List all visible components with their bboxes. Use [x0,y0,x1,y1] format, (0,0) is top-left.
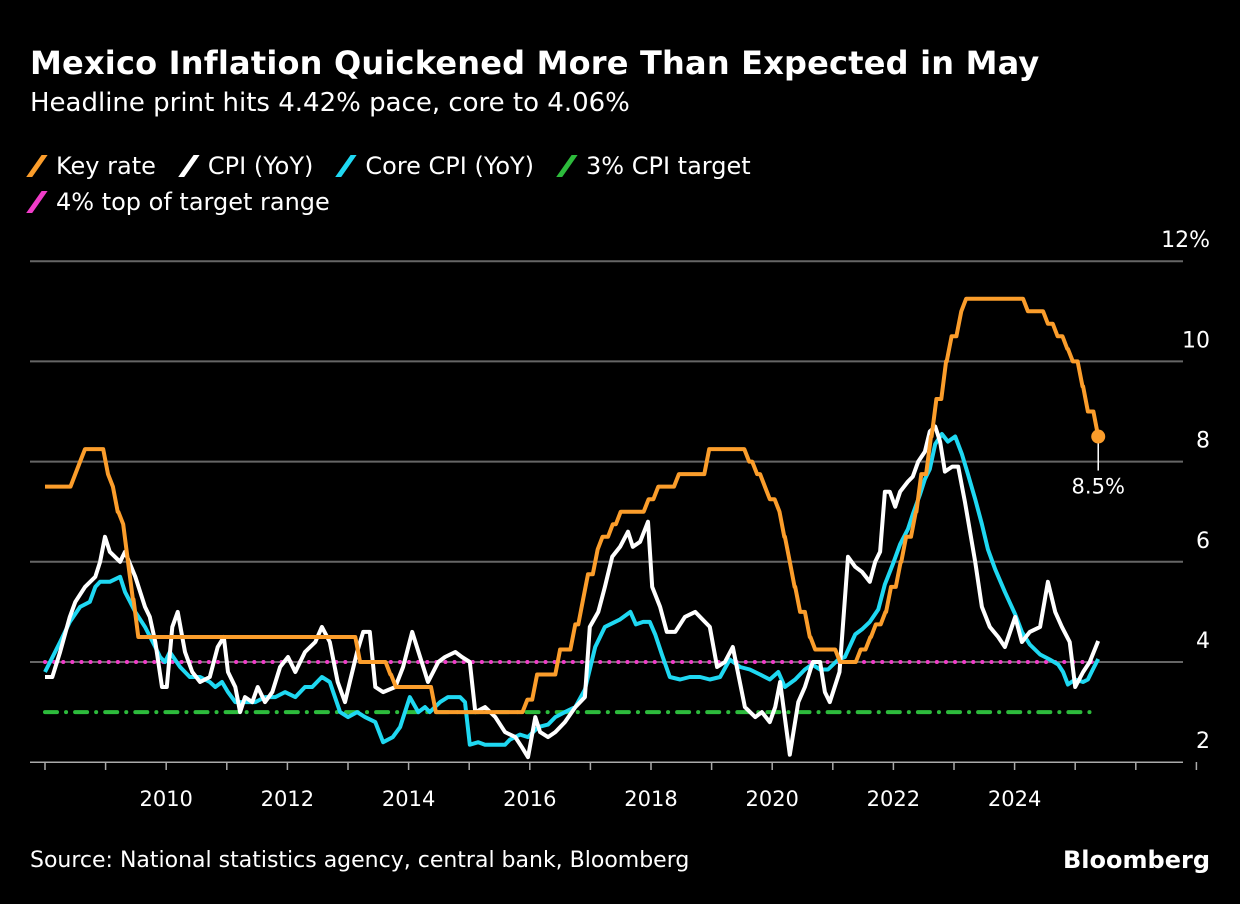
x-tick-label: 2022 [867,787,920,811]
legend-item-top-target: 4% top of target range [26,184,330,220]
legend-item-cpi: CPI (YoY) [178,148,314,184]
x-tick-label: 2024 [988,787,1041,811]
series-line-cpi-yoy [45,424,1101,760]
annotation-label: 8.5% [1072,475,1125,499]
annotation-dot [1091,429,1106,444]
y-tick-label: 8 [1196,429,1210,454]
legend: Key rate CPI (YoY) Core CPI (YoY) 3% CPI ta… [26,148,1030,220]
legend-label: 4% top of target range [56,188,330,216]
x-tick-label: 2016 [503,787,556,811]
x-tick-label: 2018 [624,787,677,811]
chart-subtitle: Headline print hits 4.42% pace, core to … [30,88,630,118]
y-tick-label: 6 [1196,529,1210,554]
legend-label: CPI (YoY) [207,152,314,180]
series-line-core-cpi-yoy [43,432,1100,747]
x-tick-label: 2012 [261,787,314,811]
legend-label: Core CPI (YoY) [365,152,535,180]
legend-label: Key rate [56,152,156,180]
x-tick-label: 2020 [745,787,798,811]
x-tick-label: 2010 [139,787,192,811]
series-line-key-rate [45,296,1101,715]
y-tick-label: 2 [1196,729,1210,754]
chart-title: Mexico Inflation Quickened More Than Exp… [30,44,1040,82]
y-tick-label: 10 [1182,328,1210,353]
legend-item-cpi-target: 3% CPI target [556,148,751,184]
source-note: Source: National statistics agency, cent… [30,848,690,873]
y-tick-label: 12% [1161,228,1210,253]
x-tick-label: 2014 [382,787,435,811]
legend-item-core-cpi: Core CPI (YoY) [335,148,535,184]
bloomberg-logo: Bloomberg [1063,846,1210,874]
y-tick-label: 4 [1196,629,1210,654]
legend-item-key-rate: Key rate [26,148,156,184]
legend-label: 3% CPI target [586,152,751,180]
